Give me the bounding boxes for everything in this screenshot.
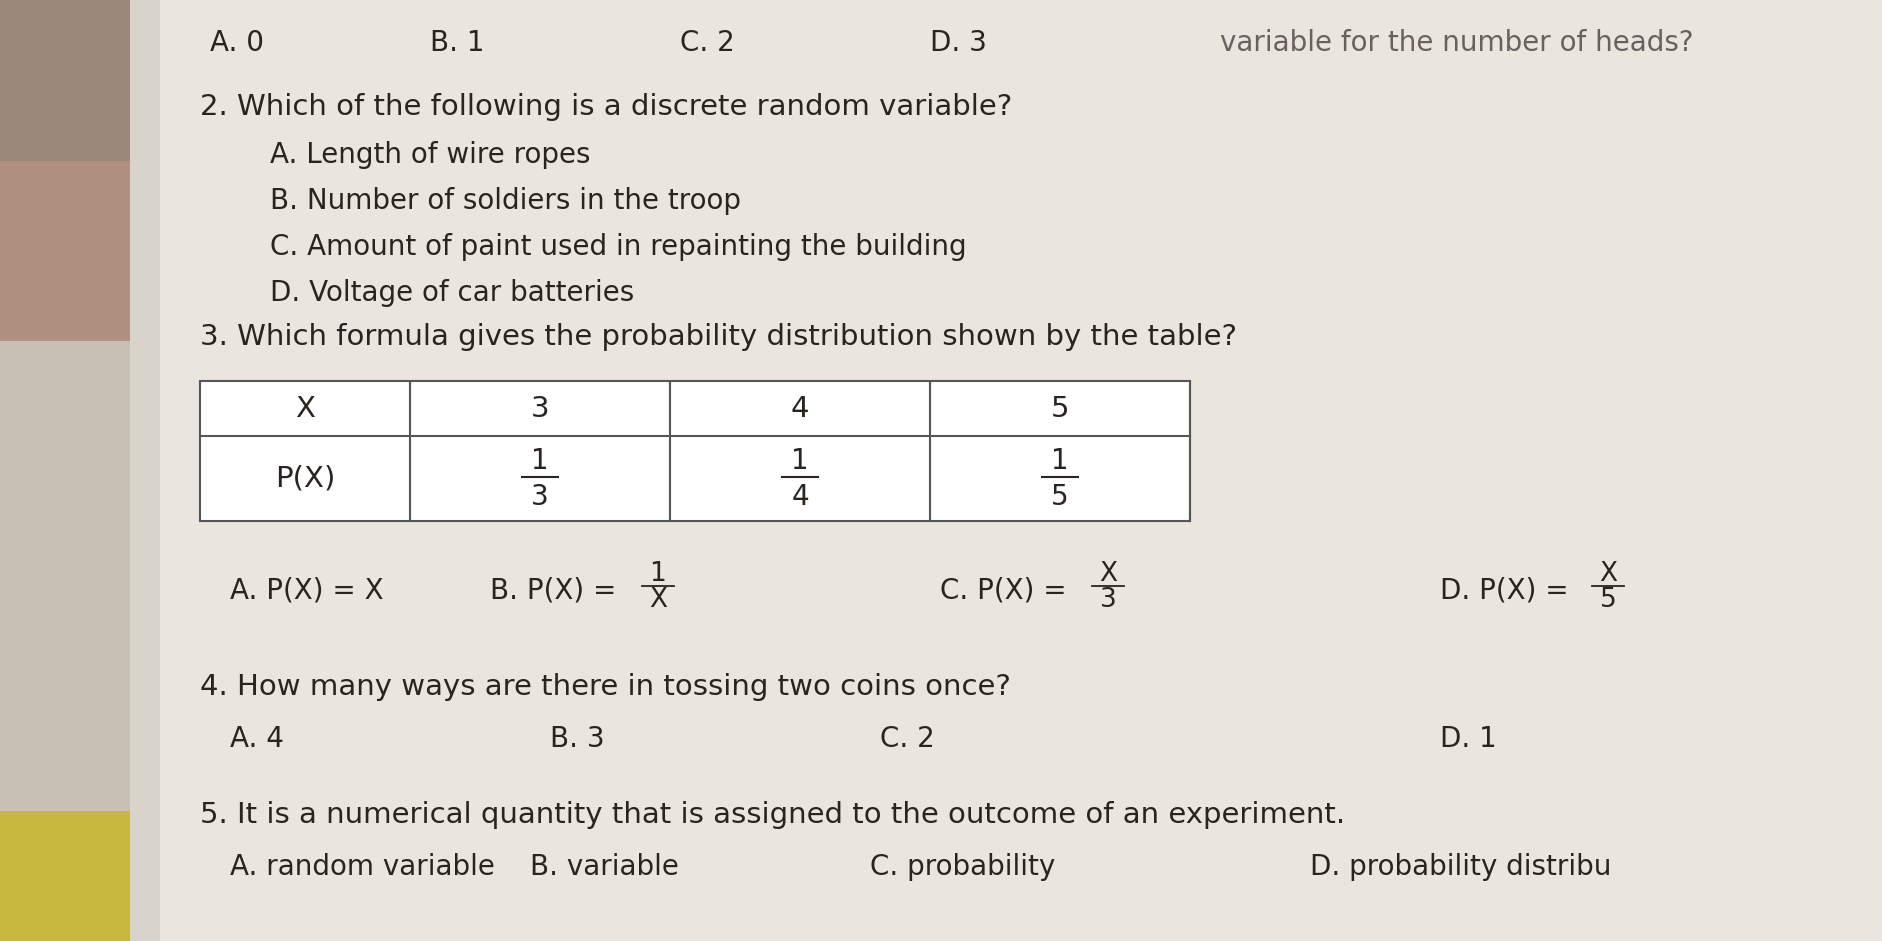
Text: A. Length of wire ropes: A. Length of wire ropes xyxy=(269,141,591,169)
Text: 4. How many ways are there in tossing two coins once?: 4. How many ways are there in tossing tw… xyxy=(199,673,1011,701)
Text: 3. Which formula gives the probability distribution shown by the table?: 3. Which formula gives the probability d… xyxy=(199,323,1236,351)
Text: B. 1: B. 1 xyxy=(429,29,484,57)
Text: 1: 1 xyxy=(790,446,809,474)
Text: D. Voltage of car batteries: D. Voltage of car batteries xyxy=(269,279,634,307)
Text: 1: 1 xyxy=(1050,446,1069,474)
Bar xyxy=(130,0,160,941)
Text: C. probability: C. probability xyxy=(869,853,1054,881)
Text: D. 3: D. 3 xyxy=(930,29,986,57)
Text: X: X xyxy=(1598,561,1617,587)
Text: C. P(X) =: C. P(X) = xyxy=(939,576,1075,604)
Bar xyxy=(199,381,1189,521)
Text: A. 0: A. 0 xyxy=(211,29,263,57)
Text: 5: 5 xyxy=(1050,483,1069,511)
Text: B. variable: B. variable xyxy=(529,853,679,881)
Text: 4: 4 xyxy=(790,483,809,511)
Text: P(X): P(X) xyxy=(275,465,335,492)
Text: 5: 5 xyxy=(1600,587,1615,613)
Text: 3: 3 xyxy=(531,483,548,511)
Text: D. P(X) =: D. P(X) = xyxy=(1440,576,1577,604)
Text: B. P(X) =: B. P(X) = xyxy=(489,576,625,604)
Text: A. P(X) = X: A. P(X) = X xyxy=(230,576,384,604)
Text: A. random variable: A. random variable xyxy=(230,853,495,881)
Text: C. 2: C. 2 xyxy=(879,725,933,753)
Bar xyxy=(0,0,160,541)
Text: C. 2: C. 2 xyxy=(679,29,734,57)
Bar xyxy=(0,811,130,941)
Text: B. 3: B. 3 xyxy=(550,725,604,753)
Text: D. 1: D. 1 xyxy=(1440,725,1496,753)
Text: X: X xyxy=(649,587,666,613)
Text: A. 4: A. 4 xyxy=(230,725,284,753)
Text: D. probability distribu: D. probability distribu xyxy=(1310,853,1611,881)
Text: 1: 1 xyxy=(649,561,666,587)
Text: 5. It is a numerical quantity that is assigned to the outcome of an experiment.: 5. It is a numerical quantity that is as… xyxy=(199,801,1344,829)
Text: 4: 4 xyxy=(790,394,809,423)
Bar xyxy=(0,0,299,161)
Text: variable for the number of heads?: variable for the number of heads? xyxy=(1220,29,1692,57)
Text: X: X xyxy=(1099,561,1116,587)
Text: B. Number of soldiers in the troop: B. Number of soldiers in the troop xyxy=(269,187,742,215)
Text: 5: 5 xyxy=(1050,394,1069,423)
Text: 2. Which of the following is a discrete random variable?: 2. Which of the following is a discrete … xyxy=(199,93,1013,121)
Text: X: X xyxy=(295,394,314,423)
Bar xyxy=(0,341,199,941)
Text: 3: 3 xyxy=(531,394,550,423)
Bar xyxy=(199,381,1189,521)
Text: 1: 1 xyxy=(531,446,548,474)
Text: C. Amount of paint used in repainting the building: C. Amount of paint used in repainting th… xyxy=(269,233,965,261)
Text: 3: 3 xyxy=(1099,587,1116,613)
